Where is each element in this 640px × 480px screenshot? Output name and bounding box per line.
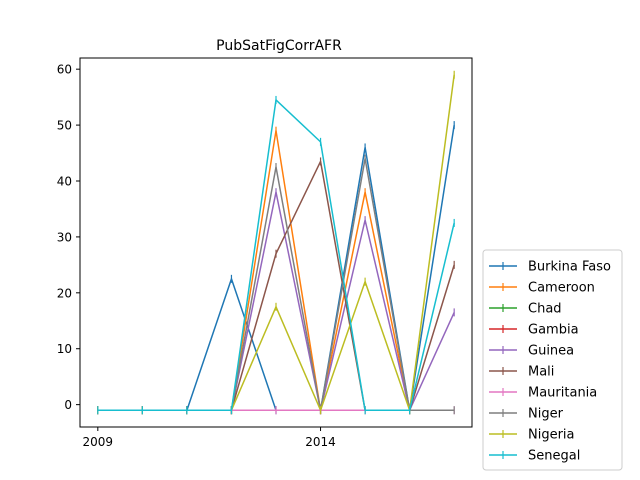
plot-area	[79, 57, 473, 428]
legend-item: Cameroon	[489, 281, 595, 296]
legend-label: Niger	[528, 407, 564, 422]
legend-label: Nigeria	[528, 428, 575, 443]
legend-item: Mauritania	[489, 386, 597, 401]
y-tick-label: 60	[57, 63, 72, 77]
chart-title: PubSatFigCorrAFR	[216, 38, 342, 54]
y-tick-label: 10	[57, 342, 72, 356]
legend-label: Mali	[528, 365, 554, 380]
legend-label: Gambia	[528, 323, 579, 338]
legend-box	[482, 249, 623, 471]
legend-item: Chad	[489, 302, 562, 317]
legend-label: Chad	[528, 302, 562, 317]
legend-label: Mauritania	[528, 386, 597, 401]
x-axis: 2009 2014	[83, 427, 336, 449]
legend-label: Cameroon	[528, 281, 595, 296]
legend-label: Burkina Faso	[528, 260, 611, 275]
legend-label: Senegal	[528, 449, 580, 464]
legend-item: Senegal	[489, 449, 580, 464]
y-tick-label: 50	[57, 119, 72, 133]
legend-item: Niger	[489, 407, 564, 422]
y-tick-label: 0	[64, 398, 72, 412]
legend-item: Gambia	[489, 323, 579, 338]
legend: Burkina Faso Cameroon Chad Gambia Guinea Mali…	[482, 249, 623, 471]
series-senegal	[97, 95, 455, 415]
y-axis: 0 10 20 30 40 50 60	[57, 63, 80, 412]
y-tick-label: 40	[57, 175, 72, 189]
axes-frame	[79, 57, 473, 428]
legend-item: Nigeria	[489, 428, 575, 443]
x-tick-label: 2014	[305, 435, 336, 449]
y-tick-label: 20	[57, 286, 72, 300]
series-guinea	[97, 188, 455, 415]
series-line	[97, 191, 455, 411]
legend-item: Burkina Faso	[489, 260, 611, 275]
legend-item: Mali	[489, 365, 554, 380]
legend-label: Guinea	[528, 344, 574, 359]
legend-item: Guinea	[489, 344, 574, 359]
y-tick-label: 30	[57, 230, 72, 244]
x-tick-label: 2009	[83, 435, 114, 449]
